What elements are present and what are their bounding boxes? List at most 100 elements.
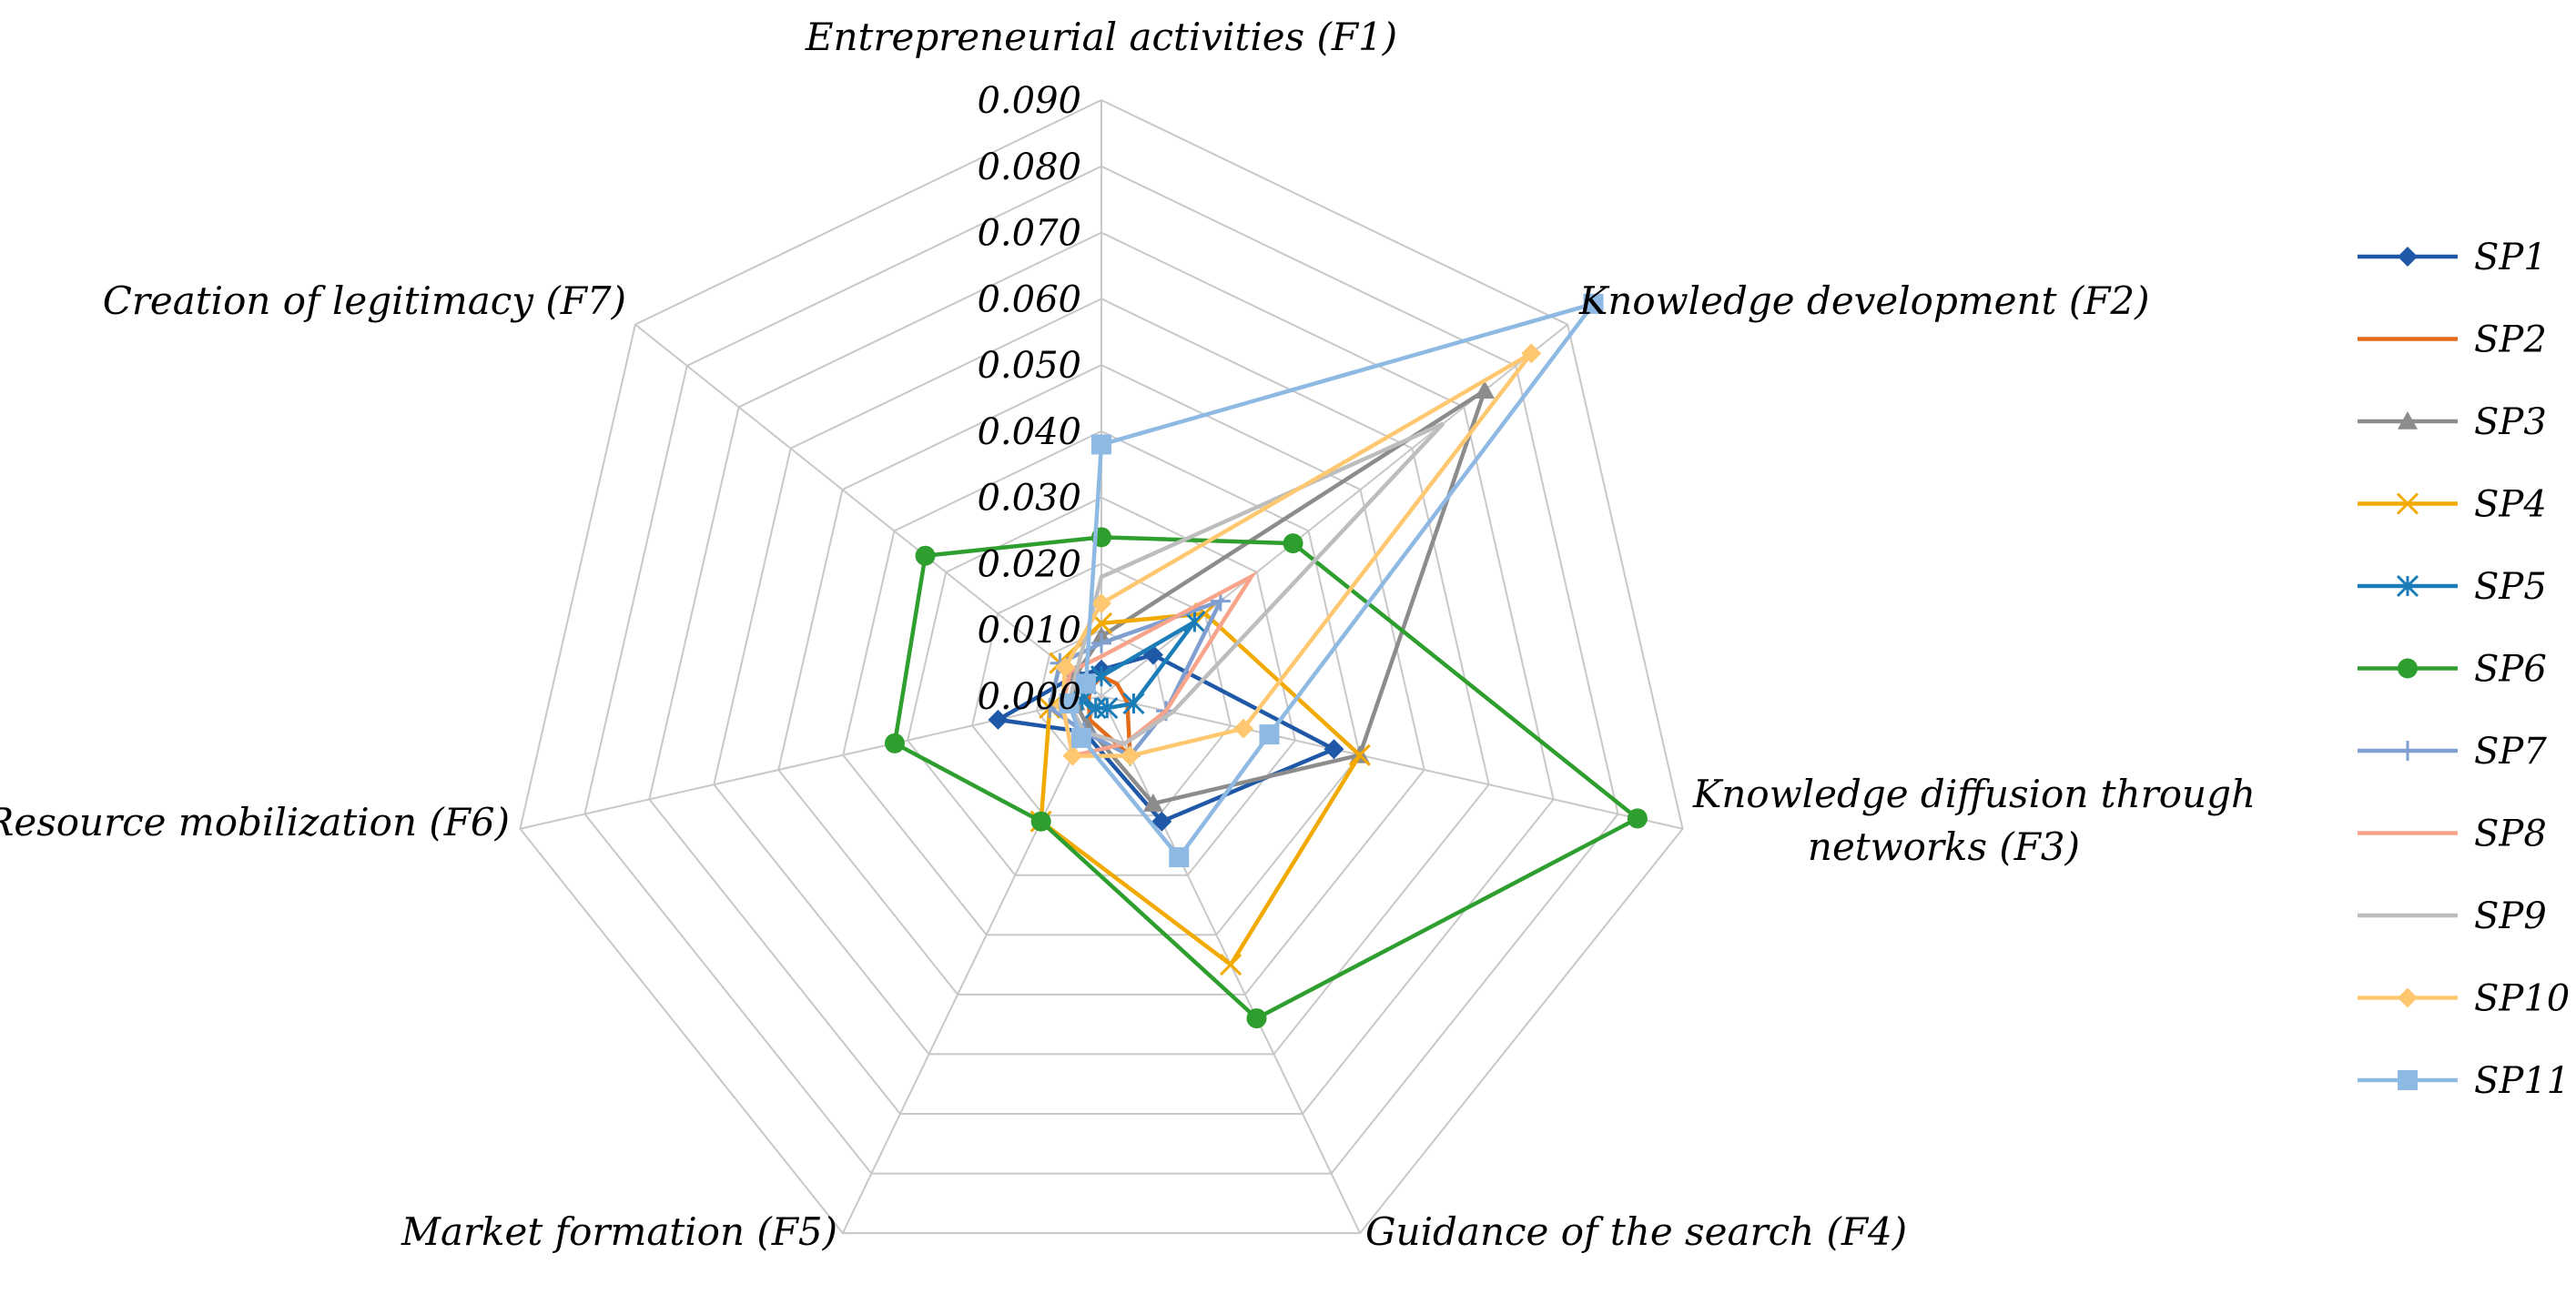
legend-label: SP8: [2474, 814, 2547, 855]
data-point-marker: [1521, 343, 1542, 364]
radar-axis-labels: Entrepreneurial activities (F1) Knowledge…: [0, 15, 2256, 1254]
series-sp10: [1052, 343, 1542, 766]
tick-label: 0.030: [977, 478, 1081, 520]
tick-label: 0.010: [977, 610, 1081, 652]
data-point-marker: [2396, 492, 2419, 515]
data-point-marker: [1142, 794, 1163, 812]
legend-item-sp11: SP11: [2358, 1060, 2570, 1102]
axis-label: Knowledge diffusion through networks (F3): [1692, 772, 2256, 869]
legend-item-sp3: SP3: [2358, 401, 2547, 443]
grid-ring: [777, 364, 1425, 996]
data-point-marker: [2398, 247, 2418, 267]
data-point-marker: [2398, 741, 2418, 761]
data-point-marker: [1070, 727, 1091, 748]
data-point-marker: [1120, 745, 1141, 766]
legend-label: SP2: [2474, 319, 2547, 361]
legend-label: SP3: [2474, 401, 2547, 443]
data-point-marker: [1091, 434, 1111, 455]
grid-ring: [842, 430, 1361, 936]
series-sp11: [1059, 293, 1604, 868]
data-point-marker: [1583, 293, 1604, 314]
data-point-marker: [1084, 697, 1107, 720]
data-point-marker: [1283, 533, 1303, 554]
legend-item-sp6: SP6: [2358, 649, 2547, 691]
data-point-marker: [1627, 808, 1648, 829]
legend-item-sp8: SP8: [2358, 814, 2547, 855]
series-sp9: [1067, 421, 1445, 746]
axis-label: Entrepreneurial activities (F1): [805, 15, 1397, 59]
data-point-marker: [1233, 718, 1254, 739]
legend-label: SP11: [2474, 1060, 2570, 1102]
data-point-marker: [1475, 380, 1496, 399]
data-point-marker: [1246, 1008, 1267, 1029]
data-point-marker: [915, 545, 936, 566]
data-point-marker: [988, 709, 1009, 730]
grid-ring: [648, 231, 1555, 1115]
legend-item-sp9: SP9: [2358, 895, 2547, 937]
tick-label: 0.090: [977, 80, 1081, 122]
data-point-marker: [1151, 811, 1172, 832]
grid-ring: [713, 298, 1490, 1056]
legend-item-sp1: SP1: [2358, 237, 2547, 278]
tick-label: 0.050: [977, 345, 1081, 387]
axis-spoke: [841, 695, 1102, 1234]
legend-label: SP6: [2474, 649, 2547, 691]
series-line: [1060, 571, 1258, 759]
grid-ring: [583, 165, 1619, 1175]
data-point-marker: [2396, 574, 2419, 598]
radar-series: [884, 293, 1648, 1029]
grid-ring: [519, 98, 1684, 1235]
data-point-marker: [1348, 743, 1371, 766]
data-point-marker: [2398, 411, 2418, 430]
axis-spoke: [1100, 695, 1683, 830]
data-point-marker: [1030, 811, 1051, 832]
data-point-marker: [1055, 657, 1076, 678]
tick-label: 0.070: [977, 213, 1081, 255]
legend-label: SP10: [2474, 978, 2570, 1020]
axis-label: Resource mobilization (F6): [0, 800, 510, 844]
tick-label: 0.000: [977, 676, 1081, 718]
legend-label: SP1: [2474, 237, 2547, 278]
data-point-marker: [2398, 658, 2418, 679]
axis-spoke: [634, 323, 1102, 697]
tick-label: 0.080: [977, 147, 1081, 188]
legend-item-sp10: SP10: [2358, 978, 2570, 1020]
legend: SP1 SP2 SP3 SP4 SP5 SP6 SP7 SP8 SP9 SP10 SP11: [2358, 237, 2570, 1102]
radar-tick-labels: 0.000 0.010 0.020 0.030 0.040 0.050 0.060 0.070…: [977, 80, 1081, 718]
series-line: [1067, 421, 1445, 746]
data-point-marker: [2398, 987, 2418, 1008]
data-point-marker: [1220, 954, 1242, 976]
tick-label: 0.020: [977, 543, 1081, 585]
data-point-marker: [1323, 739, 1344, 760]
data-point-marker: [2398, 1070, 2418, 1090]
data-point-marker: [884, 733, 905, 753]
data-point-marker: [1091, 632, 1111, 653]
axis-label: Creation of legitimacy (F7): [103, 278, 626, 323]
axis-label: Knowledge development (F2): [1578, 278, 2149, 323]
data-point-marker: [1059, 693, 1080, 714]
legend-item-sp5: SP5: [2358, 566, 2547, 608]
data-point-marker: [1169, 847, 1190, 868]
axis-label: Market formation (F5): [401, 1209, 837, 1254]
axis-spoke: [1100, 323, 1568, 697]
data-point-marker: [1122, 692, 1145, 715]
series-sp8: [1060, 571, 1258, 759]
tick-label: 0.060: [977, 278, 1081, 320]
legend-label: SP9: [2474, 895, 2547, 937]
legend-item-sp4: SP4: [2358, 484, 2547, 526]
legend-item-sp7: SP7: [2358, 731, 2547, 773]
data-point-marker: [1091, 593, 1111, 614]
grid-ring: [971, 562, 1232, 817]
axis-label: Guidance of the search (F4): [1365, 1209, 1907, 1254]
radar-grid: [519, 98, 1684, 1235]
legend-label: SP7: [2474, 731, 2547, 773]
data-point-marker: [1062, 745, 1083, 766]
legend-label: SP5: [2474, 566, 2547, 608]
data-point-marker: [1183, 611, 1206, 633]
legend-label: SP4: [2474, 484, 2547, 526]
series-line: [1047, 597, 1225, 759]
data-point-marker: [1259, 724, 1280, 745]
legend-item-sp2: SP2: [2358, 319, 2547, 361]
data-point-marker: [1075, 673, 1096, 694]
